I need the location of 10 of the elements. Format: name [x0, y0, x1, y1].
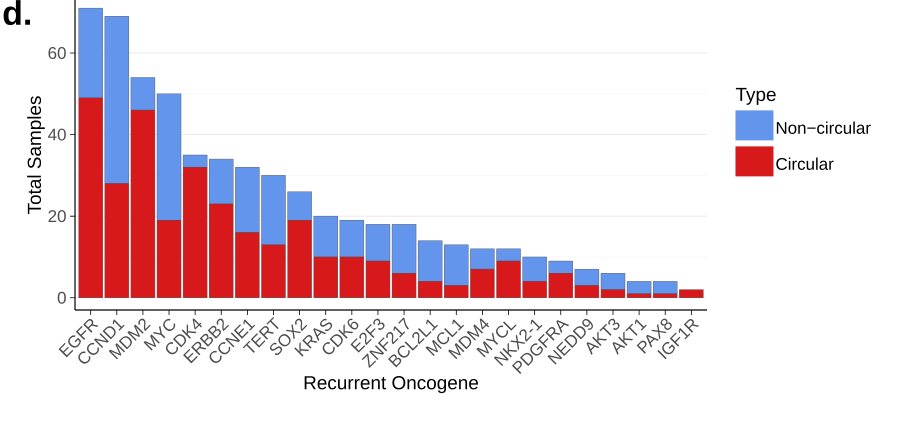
y-tick-label: 0	[58, 292, 66, 304]
y-tick-label: 20	[48, 210, 66, 222]
y-tick-label: 60	[48, 47, 66, 60]
text: d.	[4, 0, 30, 26]
x-axis-title: Recurrent Oncogene	[304, 376, 478, 394]
legend-title: Type	[736, 88, 776, 105]
legend-label: Non−circular	[776, 122, 871, 134]
y-axis-title: Total Samples	[27, 96, 45, 214]
y-tick-label: 40	[48, 128, 66, 141]
legend-label: Circular	[776, 158, 834, 170]
